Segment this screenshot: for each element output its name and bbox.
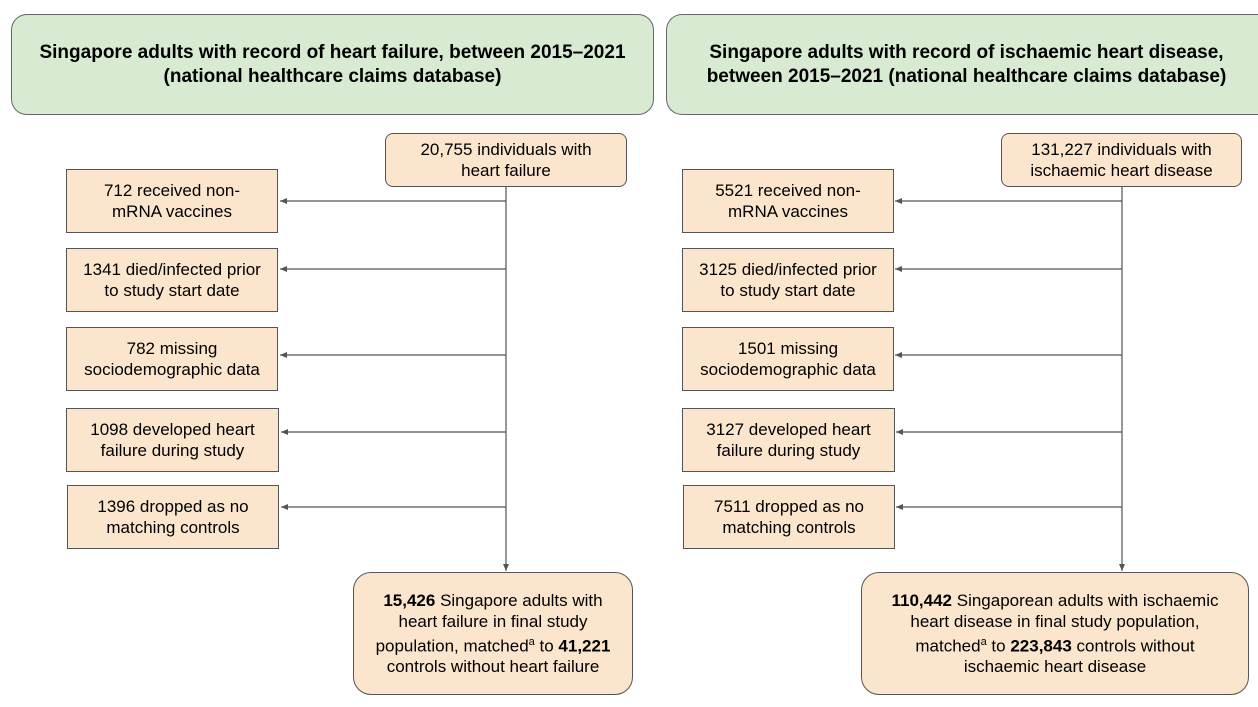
left-final-sup: a bbox=[528, 635, 535, 648]
left-final-box: 15,426 Singapore adults with heart failu… bbox=[353, 572, 633, 695]
left-exclusion-text-4: 1098 developed heart failure during stud… bbox=[90, 420, 255, 460]
right-exclusion-text-2: 3125 died/infected prior to study start … bbox=[699, 260, 877, 300]
left-exclusion-box-5: 1396 dropped as no matching controls bbox=[67, 485, 279, 549]
left-exclusion-text-2: 1341 died/infected prior to study start … bbox=[83, 260, 261, 300]
left-final-controls: 41,221 bbox=[558, 636, 611, 656]
right-final-line2: heart disease in final study population, bbox=[910, 611, 1200, 631]
right-final-line3: matched bbox=[915, 636, 981, 656]
right-final-line3-post: controls without bbox=[1071, 636, 1195, 656]
right-final-to: to bbox=[986, 636, 1011, 656]
right-final-count: 110,442 bbox=[891, 590, 953, 610]
right-start-box: 131,227 individuals with ischaemic heart… bbox=[1001, 133, 1242, 187]
right-exclusion-box-1: 5521 received non- mRNA vaccines bbox=[682, 169, 894, 233]
left-header: Singapore adults with record of heart fa… bbox=[11, 14, 654, 115]
right-final-line4: ischaemic heart disease bbox=[963, 657, 1147, 677]
left-exclusion-text-1: 712 received non- mRNA vaccines bbox=[103, 181, 241, 221]
left-start-box: 20,755 individuals with heart failure bbox=[385, 133, 627, 187]
left-header-text: Singapore adults with record of heart fa… bbox=[39, 41, 626, 87]
right-final-line1: Singaporean adults with ischaemic bbox=[952, 590, 1219, 610]
left-exclusion-box-3: 782 missing sociodemographic data bbox=[66, 327, 278, 391]
left-final-line4: controls without heart failure bbox=[386, 657, 600, 677]
left-exclusion-box-4: 1098 developed heart failure during stud… bbox=[66, 408, 279, 472]
right-header-text: Singapore adults with record of ischaemi… bbox=[706, 41, 1227, 87]
right-exclusion-text-5: 7511 dropped as no matching controls bbox=[714, 497, 864, 537]
right-exclusion-box-5: 7511 dropped as no matching controls bbox=[683, 485, 895, 549]
right-exclusion-box-3: 1501 missing sociodemographic data bbox=[682, 327, 894, 391]
right-start-text: 131,227 individuals with ischaemic heart… bbox=[1030, 140, 1213, 180]
left-exclusion-text-5: 1396 dropped as no matching controls bbox=[97, 497, 249, 537]
right-final-sup: a bbox=[980, 635, 987, 648]
left-start-text: 20,755 individuals with heart failure bbox=[420, 140, 592, 180]
left-final-to: to bbox=[534, 636, 559, 656]
right-exclusion-text-4: 3127 developed heart failure during stud… bbox=[706, 420, 871, 460]
right-exclusion-box-2: 3125 died/infected prior to study start … bbox=[682, 248, 894, 312]
right-final-controls: 223,843 bbox=[1010, 636, 1072, 656]
right-header: Singapore adults with record of ischaemi… bbox=[666, 14, 1258, 115]
left-exclusion-box-1: 712 received non- mRNA vaccines bbox=[66, 169, 278, 233]
right-final-box: 110,442 Singaporean adults with ischaemi… bbox=[861, 572, 1249, 695]
right-exclusion-text-3: 1501 missing sociodemographic data bbox=[700, 339, 876, 379]
left-exclusion-text-3: 782 missing sociodemographic data bbox=[84, 339, 260, 379]
left-final-count: 15,426 bbox=[383, 590, 436, 610]
right-exclusion-text-1: 5521 received non- mRNA vaccines bbox=[715, 181, 861, 221]
left-final-line3: population, matched bbox=[375, 636, 529, 656]
left-exclusion-box-2: 1341 died/infected prior to study start … bbox=[66, 248, 278, 312]
right-exclusion-box-4: 3127 developed heart failure during stud… bbox=[682, 408, 895, 472]
left-final-line1: Singapore adults with bbox=[435, 590, 603, 610]
left-final-line2: heart failure in final study bbox=[398, 611, 588, 631]
